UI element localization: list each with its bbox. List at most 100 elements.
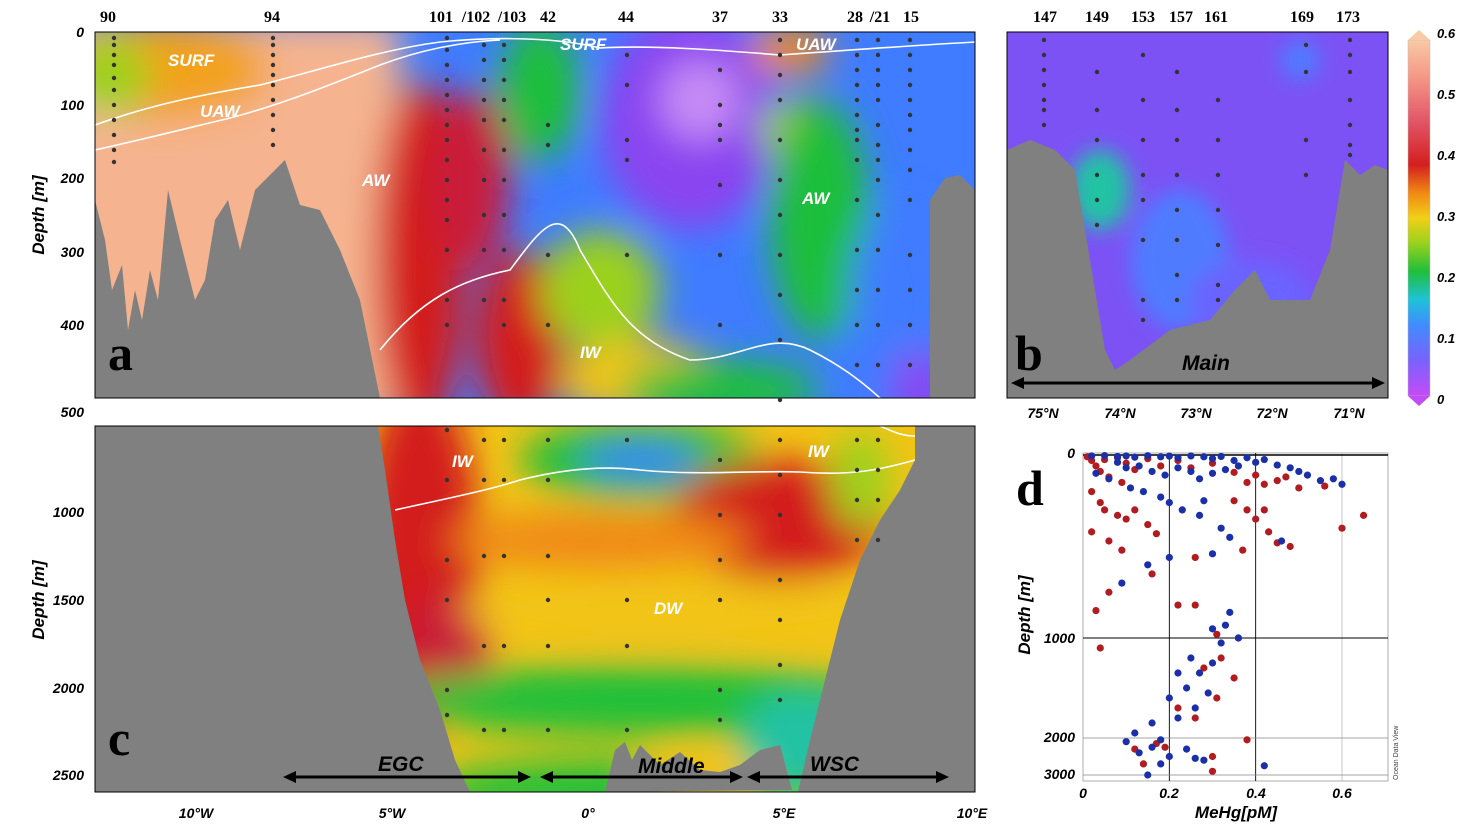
station-label: 149 xyxy=(1085,9,1109,26)
sample-dot xyxy=(481,247,487,253)
colorbar-tick: 0.6 xyxy=(1437,26,1456,41)
sample-dot xyxy=(1174,172,1180,178)
scatter-point-series-1 xyxy=(1260,506,1268,514)
sample-dot xyxy=(444,47,450,53)
sample-dot xyxy=(907,197,913,203)
sample-dot xyxy=(1347,97,1353,103)
sample-dot xyxy=(111,102,117,108)
sample-dot xyxy=(1215,97,1221,103)
scatter-point-series-2 xyxy=(1174,714,1182,722)
scatter-point-series-2 xyxy=(1118,579,1126,587)
colorbar-tick: 0.5 xyxy=(1437,87,1456,102)
sample-dot xyxy=(501,177,507,183)
sample-dot xyxy=(501,477,507,483)
sample-dot xyxy=(501,97,507,103)
scatter-point-series-2 xyxy=(1273,461,1281,469)
y-tick-label: 500 xyxy=(61,404,85,420)
wm-label-iw-right: IW xyxy=(808,442,831,461)
scatter-point-series-2 xyxy=(1148,719,1156,727)
sample-dot xyxy=(717,182,723,188)
sample-dot xyxy=(854,247,860,253)
scatter-point-series-2 xyxy=(1187,452,1195,460)
sample-dot xyxy=(875,247,881,253)
sample-dot xyxy=(854,97,860,103)
scatter-point-series-2 xyxy=(1144,561,1152,569)
scatter-point-series-1 xyxy=(1273,477,1281,485)
scatter-point-series-1 xyxy=(1139,760,1148,768)
sample-dot xyxy=(1094,69,1100,75)
sample-dot xyxy=(444,597,450,603)
panel-b-sample-dots xyxy=(1041,37,1353,323)
sample-dot xyxy=(111,52,117,58)
region-arrow-middle xyxy=(540,771,743,783)
scatter-point-series-1 xyxy=(1239,546,1247,554)
region-label-main: Main xyxy=(1182,352,1230,375)
sample-dot xyxy=(875,177,881,183)
scatter-point-series-2 xyxy=(1122,452,1130,460)
sample-dot xyxy=(777,52,783,58)
d-x-tick: 0.6 xyxy=(1332,785,1352,801)
y-tick-label: 2500 xyxy=(52,767,84,783)
sample-dot xyxy=(1094,107,1100,113)
x-tick-label: 74°N xyxy=(1104,405,1136,421)
scatter-point-series-2 xyxy=(1217,639,1225,647)
station-label: /102 xyxy=(461,9,490,26)
colorbar-tick: 0.3 xyxy=(1437,209,1456,224)
sample-dot xyxy=(875,37,881,43)
scatter-point-series-2 xyxy=(1187,654,1195,662)
sample-dot xyxy=(545,477,551,483)
sample-dot xyxy=(875,142,881,148)
sample-dot xyxy=(1347,69,1353,75)
scatter-point-series-2 xyxy=(1092,469,1100,477)
sample-dot xyxy=(1041,107,1047,113)
sample-dot xyxy=(1347,37,1353,43)
scatter-point-series-2 xyxy=(1174,454,1182,462)
sample-dot xyxy=(1174,237,1180,243)
sample-dot xyxy=(717,512,723,518)
sample-dot xyxy=(111,87,117,93)
sample-dot xyxy=(854,67,860,73)
sample-dot xyxy=(854,497,860,503)
sample-dot xyxy=(907,322,913,328)
sample-dot xyxy=(1140,137,1146,143)
sample-dot xyxy=(854,82,860,88)
sample-dot xyxy=(481,147,487,153)
sample-dot xyxy=(501,643,507,649)
panel-a-sample-dots xyxy=(111,35,913,403)
scatter-point-series-2 xyxy=(1329,475,1337,483)
sample-dot xyxy=(1215,207,1221,213)
scatter-point-series-2 xyxy=(1148,467,1156,476)
panel-b-x-axis: 75°N 74°N 73°N 72°N 71°N xyxy=(1027,405,1365,421)
scatter-point-series-2 xyxy=(1161,471,1169,479)
sample-dot xyxy=(875,52,881,58)
station-label: 37 xyxy=(712,9,728,26)
sample-dot xyxy=(270,72,276,78)
sample-dot xyxy=(545,553,551,559)
sample-dot xyxy=(481,643,487,649)
sample-dot xyxy=(1303,42,1309,48)
sample-dot xyxy=(444,77,450,83)
sample-dot xyxy=(777,337,783,343)
sample-dot xyxy=(624,157,630,163)
sample-dot xyxy=(854,37,860,43)
sample-dot xyxy=(270,112,276,118)
sample-dot xyxy=(777,137,783,143)
sample-dot xyxy=(777,37,783,43)
station-label: 90 xyxy=(100,9,116,26)
sample-dot xyxy=(270,97,276,103)
scatter-point-series-2 xyxy=(1252,458,1260,466)
colorbar-tick: 0 xyxy=(1437,392,1445,407)
sample-dot xyxy=(1174,107,1180,113)
sample-dot xyxy=(907,112,913,118)
sample-dot xyxy=(854,157,860,163)
sample-dot xyxy=(777,472,783,478)
scatter-point-series-2 xyxy=(1144,452,1152,460)
panel-letter-a: a xyxy=(108,325,133,381)
scatter-point-series-2 xyxy=(1191,754,1199,762)
panel-b-frame xyxy=(1006,31,1389,399)
y-tick-label: 2000 xyxy=(52,680,84,696)
sample-dot xyxy=(1140,237,1146,243)
sample-dot xyxy=(111,117,117,123)
station-label: /103 xyxy=(497,9,526,26)
scatter-point-series-1 xyxy=(1208,767,1217,775)
